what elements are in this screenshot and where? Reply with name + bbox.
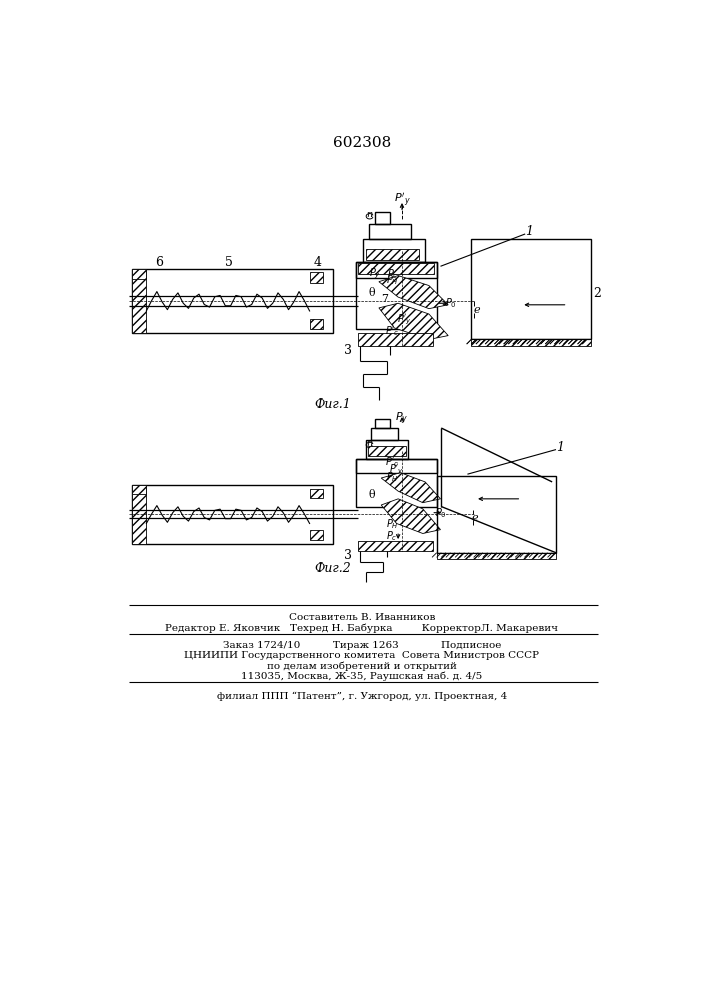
Polygon shape bbox=[379, 303, 448, 339]
Text: 3: 3 bbox=[344, 549, 352, 562]
Text: $P_y$: $P_y$ bbox=[369, 267, 381, 281]
Text: $P_H$: $P_H$ bbox=[386, 273, 399, 287]
Polygon shape bbox=[381, 499, 440, 533]
Bar bbox=[132, 269, 333, 333]
Text: e: e bbox=[474, 305, 480, 315]
Bar bbox=[356, 262, 437, 329]
Text: $P'_c$: $P'_c$ bbox=[385, 324, 400, 338]
Text: $P_H$: $P_H$ bbox=[385, 517, 398, 531]
Bar bbox=[358, 333, 433, 346]
Text: Фиг.2: Фиг.2 bbox=[315, 562, 351, 575]
Text: 3: 3 bbox=[344, 344, 352, 357]
Bar bbox=[437, 476, 556, 553]
Text: n: n bbox=[366, 439, 373, 448]
Bar bbox=[472, 239, 590, 339]
Text: Заказ 1724/10          Тираж 1263             Подписное: Заказ 1724/10 Тираж 1263 Подписное bbox=[223, 641, 501, 650]
Text: $P_0$: $P_0$ bbox=[435, 506, 446, 520]
Bar bbox=[132, 485, 146, 544]
Text: по делам изобретений и открытий: по делам изобретений и открытий bbox=[267, 661, 457, 671]
Bar bbox=[375, 419, 390, 428]
Bar bbox=[132, 269, 146, 279]
Text: 2: 2 bbox=[593, 287, 601, 300]
Bar bbox=[358, 541, 433, 551]
Text: 1: 1 bbox=[556, 441, 564, 454]
Bar bbox=[310, 489, 324, 498]
Bar bbox=[437, 553, 556, 559]
Bar bbox=[366, 440, 408, 459]
Bar bbox=[132, 269, 146, 333]
Text: $P'_y$: $P'_y$ bbox=[397, 313, 411, 327]
Text: $P_0$: $P_0$ bbox=[445, 296, 457, 310]
Text: e: e bbox=[472, 513, 479, 523]
Text: $P'_c$: $P'_c$ bbox=[385, 455, 399, 469]
Text: $P'_y$: $P'_y$ bbox=[394, 191, 410, 209]
Text: 4: 4 bbox=[313, 256, 321, 269]
Text: $P_c$: $P_c$ bbox=[386, 529, 398, 543]
Text: 5: 5 bbox=[225, 256, 233, 269]
Text: $P'_y$: $P'_y$ bbox=[389, 462, 404, 477]
Text: θ: θ bbox=[368, 490, 375, 500]
Bar bbox=[368, 446, 406, 456]
Text: 6: 6 bbox=[156, 256, 163, 269]
Bar bbox=[132, 485, 146, 494]
Polygon shape bbox=[381, 473, 440, 503]
Text: n: n bbox=[366, 210, 373, 219]
Text: Составитель В. Иванников: Составитель В. Иванников bbox=[288, 613, 435, 622]
Bar bbox=[472, 339, 590, 346]
Bar bbox=[369, 224, 411, 239]
Bar bbox=[371, 428, 398, 440]
Text: θ: θ bbox=[368, 288, 375, 298]
Text: Фиг.1: Фиг.1 bbox=[315, 398, 351, 411]
Text: 602308: 602308 bbox=[333, 136, 391, 150]
Bar bbox=[375, 212, 390, 224]
Bar bbox=[363, 239, 425, 262]
Bar bbox=[366, 249, 419, 260]
Bar bbox=[132, 485, 333, 544]
Text: ЦНИИПИ Государственного комитета  Совета Министров СССР: ЦНИИПИ Государственного комитета Совета … bbox=[185, 651, 539, 660]
Text: 113035, Москва, Ж-35, Раушская наб. д. 4/5: 113035, Москва, Ж-35, Раушская наб. д. 4… bbox=[241, 671, 483, 681]
Text: $P_c$: $P_c$ bbox=[387, 267, 399, 281]
Bar bbox=[356, 459, 437, 473]
Bar bbox=[310, 530, 324, 540]
Bar bbox=[310, 319, 324, 329]
Bar bbox=[310, 272, 324, 283]
Text: Редактор Е. Яковчик   Техред Н. Бабурка         КорректорЛ. Макаревич: Редактор Е. Яковчик Техред Н. Бабурка Ко… bbox=[165, 624, 559, 633]
Polygon shape bbox=[379, 276, 448, 309]
Bar bbox=[358, 263, 434, 274]
Bar bbox=[356, 262, 437, 278]
Text: 1: 1 bbox=[525, 225, 533, 238]
Text: $P_y$: $P_y$ bbox=[395, 411, 409, 427]
Text: филиал ППП “Патент”, г. Ужгород, ул. Проектная, 4: филиал ППП “Патент”, г. Ужгород, ул. Про… bbox=[217, 691, 507, 701]
Bar bbox=[356, 459, 437, 507]
Text: 7: 7 bbox=[381, 294, 387, 304]
Text: $P_H$: $P_H$ bbox=[385, 470, 398, 484]
